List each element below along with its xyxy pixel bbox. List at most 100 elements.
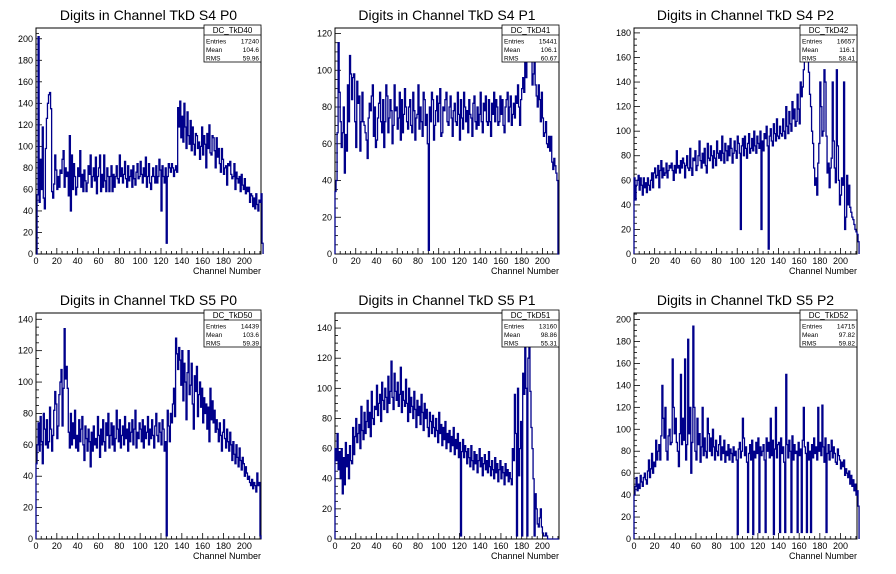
x-tick-label: 200 [237, 541, 252, 551]
stats-value: 58.41 [839, 56, 856, 63]
x-axis-label: Channel Number [193, 551, 261, 561]
stats-label: RMS [504, 341, 519, 348]
y-tick-label: 60 [23, 184, 33, 194]
y-tick-label: 180 [616, 28, 631, 38]
x-tick-label: 140 [174, 541, 189, 551]
y-tick-label: 100 [317, 65, 332, 75]
stats-label: RMS [206, 341, 221, 348]
x-tick-label: 80 [712, 541, 722, 551]
x-tick-label: 60 [691, 541, 701, 551]
y-tick-label: 20 [23, 227, 33, 237]
stats-value: 116.1 [839, 47, 855, 54]
x-axis-label: Channel Number [789, 551, 857, 561]
stats-box [203, 309, 262, 348]
stats-name: DC_TkD42 [809, 26, 849, 35]
y-tick-label: 60 [322, 444, 332, 454]
x-tick-label: 120 [153, 256, 168, 266]
histogram-panel-5: Digits in Channel TkD S5 P1 0 20 40 60 80 100 1… [317, 292, 560, 561]
plot-frame [633, 312, 858, 540]
x-tick-label: 100 [431, 256, 446, 266]
stats-name: DC_TkD52 [809, 311, 849, 320]
stats-label: RMS [802, 341, 817, 348]
x-axis-label: Channel Number [789, 266, 857, 276]
chart-title: Digits in Channel TkD S4 P2 [657, 7, 834, 23]
y-tick-label: 160 [616, 52, 631, 62]
stats-label: Entries [504, 39, 525, 46]
x-tick-label: 60 [392, 541, 402, 551]
x-tick-label: 100 [431, 541, 446, 551]
stats-label: Mean [206, 332, 223, 339]
x-tick-label: 200 [833, 256, 848, 266]
y-tick-label: 20 [23, 503, 33, 513]
stats-label: Mean [504, 47, 521, 54]
x-tick-label: 40 [73, 256, 83, 266]
x-tick-label: 40 [670, 541, 680, 551]
y-tick-label: 80 [322, 102, 332, 112]
x-tick-label: 100 [730, 541, 745, 551]
stats-box [799, 309, 858, 348]
y-tick-label: 20 [322, 212, 332, 222]
y-tick-label: 40 [23, 206, 33, 216]
chart-title: Digits in Channel TkD S5 P2 [657, 292, 834, 308]
x-tick-label: 0 [33, 256, 38, 266]
x-tick-label: 160 [792, 256, 807, 266]
x-tick-label: 160 [195, 541, 210, 551]
y-tick-label: 40 [322, 474, 332, 484]
stats-value: 15441 [539, 39, 557, 46]
stats-label: Entries [206, 324, 227, 331]
y-tick-label: 120 [317, 353, 332, 363]
x-tick-label: 200 [237, 256, 252, 266]
y-tick-label: 140 [317, 323, 332, 333]
stats-label: RMS [206, 56, 221, 63]
y-tick-label: 40 [23, 471, 33, 481]
x-tick-label: 200 [535, 541, 550, 551]
histogram-series-line [334, 327, 559, 540]
x-tick-label: 180 [216, 541, 231, 551]
x-tick-label: 100 [730, 256, 745, 266]
y-tick-label: 100 [616, 424, 631, 434]
y-tick-label: 20 [621, 512, 631, 522]
stats-label: RMS [802, 56, 817, 63]
y-tick-label: 60 [23, 440, 33, 450]
stats-value: 14439 [241, 324, 259, 331]
x-tick-label: 80 [413, 256, 423, 266]
x-tick-label: 120 [750, 256, 765, 266]
y-tick-label: 160 [616, 358, 631, 368]
x-tick-label: 140 [174, 256, 189, 266]
stats-label: Mean [504, 332, 521, 339]
y-tick-label: 40 [621, 490, 631, 500]
y-tick-label: 80 [23, 163, 33, 173]
stats-label: RMS [504, 56, 519, 63]
y-tick-label: 140 [18, 98, 33, 108]
y-tick-label: 120 [317, 29, 332, 39]
histogram-series-line [633, 42, 860, 254]
x-tick-label: 140 [473, 256, 488, 266]
stats-box [203, 24, 262, 63]
x-tick-label: 100 [133, 256, 148, 266]
y-tick-label: 80 [322, 413, 332, 423]
x-axis-label: Channel Number [491, 551, 559, 561]
y-tick-label: 100 [18, 141, 33, 151]
y-tick-label: 200 [18, 34, 33, 44]
x-tick-label: 120 [452, 256, 467, 266]
chart-title: Digits in Channel TkD S4 P0 [60, 7, 237, 23]
y-tick-label: 20 [621, 224, 631, 234]
x-tick-label: 60 [392, 256, 402, 266]
x-tick-label: 160 [195, 256, 210, 266]
x-tick-label: 0 [332, 541, 337, 551]
x-tick-label: 0 [631, 541, 636, 551]
y-tick-label: 0 [28, 249, 33, 259]
y-tick-label: 40 [621, 200, 631, 210]
y-tick-label: 120 [616, 402, 631, 412]
stats-value: 59.82 [839, 341, 856, 348]
x-tick-label: 180 [514, 256, 529, 266]
y-tick-label: 80 [23, 408, 33, 418]
x-tick-label: 80 [114, 256, 124, 266]
x-tick-label: 20 [650, 256, 660, 266]
x-tick-label: 140 [771, 541, 786, 551]
y-tick-label: 140 [616, 380, 631, 390]
histogram-series-line [633, 325, 860, 539]
stats-label: Entries [802, 324, 823, 331]
stats-value: 103.6 [243, 332, 260, 339]
